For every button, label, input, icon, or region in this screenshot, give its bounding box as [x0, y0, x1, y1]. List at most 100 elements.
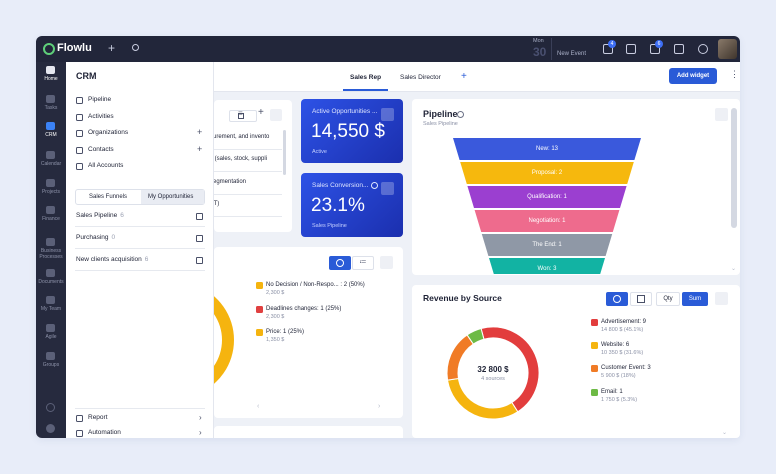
sidebar-icon[interactable] [46, 206, 55, 214]
drag-handle[interactable] [381, 108, 394, 121]
sidebar-label[interactable]: Tasks [44, 105, 58, 111]
sidebar-icon[interactable] [46, 66, 55, 74]
sidebar-icon[interactable] [46, 352, 55, 360]
kpi-title: Active Opportunities ... [312, 108, 378, 115]
search-icon[interactable] [132, 44, 139, 51]
pager: ‹ [257, 403, 260, 410]
widget-list [214, 100, 292, 232]
new-event-link[interactable]: New Event [557, 51, 587, 57]
add-item-button[interactable]: + [197, 144, 203, 154]
sidebar-label[interactable]: Business Processes [39, 248, 63, 260]
view-list[interactable]: ≡ [238, 109, 243, 118]
donut-total: 32 800 $ [477, 365, 509, 374]
list-row-text: AT) [214, 201, 220, 207]
widget-reasons [214, 247, 403, 418]
sidebar-icon[interactable] [46, 324, 55, 332]
sidebar-label[interactable]: Calendar [40, 161, 62, 167]
funnel-row[interactable]: New clients acquisition 6 [76, 256, 148, 264]
kpi-caption: Active [312, 149, 327, 155]
more-menu[interactable]: ⋮ [730, 69, 739, 79]
sidebar-label[interactable]: Finance [42, 216, 60, 222]
toggle-button[interactable]: ≔ [352, 256, 374, 270]
tab-label[interactable]: Sales Funnels [89, 194, 128, 200]
topbar-icon[interactable] [674, 44, 684, 54]
sidebar-icon[interactable] [46, 122, 55, 130]
legend-label: Website: 6 [601, 342, 630, 348]
add-widget-button[interactable]: Add widget [669, 68, 717, 84]
tab-label[interactable]: My Opportunities [148, 194, 194, 200]
add-tab-button[interactable]: + [461, 71, 467, 82]
reason-amount: 2,300 $ [266, 290, 285, 296]
kpi-card [301, 173, 403, 237]
funnel-stage [453, 138, 641, 160]
legend-amount: 10 350 $ (31.6%) [601, 350, 644, 356]
legend-amount: 1 750 $ (5.3%) [601, 397, 638, 403]
sidebar-icon[interactable] [46, 269, 55, 277]
sidebar-icon[interactable] [46, 424, 55, 433]
funnel-row[interactable]: Purchasing 0 [76, 234, 116, 242]
drag-handle[interactable] [381, 182, 394, 195]
crm-menu-item[interactable]: Activities [88, 113, 114, 120]
toggle-button[interactable]: Qty [656, 292, 680, 306]
topbar-icon[interactable] [698, 44, 708, 54]
drag-handle[interactable] [270, 109, 282, 121]
add-item-button[interactable]: + [197, 127, 203, 137]
menu-icon [76, 114, 83, 121]
funnel-row[interactable]: Sales Pipeline 6 [76, 212, 124, 220]
user-avatar[interactable] [718, 39, 737, 59]
funnel-stage-label: Proposal: 2 [531, 170, 563, 176]
separator [214, 194, 282, 195]
sidebar-icon[interactable] [46, 151, 55, 159]
sidebar-label[interactable]: Groups [42, 362, 60, 368]
add-button[interactable]: + [108, 41, 116, 55]
scrollbar [731, 108, 737, 228]
pager: › [378, 403, 381, 410]
reason-amount: 1,350 $ [266, 337, 285, 343]
funnel-stage-label: New: 13 [535, 146, 558, 152]
topbar-icon[interactable] [626, 44, 636, 54]
sidebar-label[interactable]: CRM [45, 132, 57, 138]
legend-label: Email: 1 [601, 389, 623, 395]
crm-menu-item[interactable]: All Accounts [88, 162, 124, 169]
sidebar-label[interactable]: Documents [38, 279, 64, 285]
sidebar-icon[interactable] [46, 238, 55, 246]
legend-amount: 5 900 $ (18%) [601, 373, 636, 379]
widget-title: Revenue by Source [423, 293, 502, 303]
add-row[interactable]: + [258, 107, 264, 118]
drag-handle[interactable] [715, 108, 728, 121]
sidebar-icon[interactable] [46, 296, 55, 304]
crm-menu-item[interactable]: Organizations [88, 129, 129, 136]
sidebar-label[interactable]: My Team [40, 306, 62, 312]
crm-menu-item[interactable]: Pipeline [88, 96, 112, 103]
funnel-count: 0 [111, 234, 116, 241]
menu-icon [76, 147, 83, 154]
sidebar-icon[interactable] [46, 403, 55, 412]
crm-footer-item[interactable]: Automation [88, 429, 121, 436]
reason-label: Deadlines changes: 1 (25%) [266, 306, 342, 312]
sidebar-icon[interactable] [46, 179, 55, 187]
widget-title: Pipeline [423, 109, 458, 119]
toggle-button[interactable] [630, 292, 652, 306]
crm-panel [66, 62, 214, 438]
sidebar-label[interactable]: Projects [41, 189, 61, 195]
widget-revenue [412, 285, 740, 438]
funnel-stage-label: Won: 3 [537, 266, 557, 272]
funnel-settings-icon[interactable] [196, 213, 203, 220]
dashboard-header [214, 62, 740, 92]
funnel-settings-icon[interactable] [196, 235, 203, 242]
sidebar-label[interactable]: Home [44, 76, 58, 82]
sidebar-label[interactable]: Agile [45, 334, 57, 340]
drag-handle[interactable] [715, 292, 728, 305]
drag-handle[interactable] [380, 256, 393, 269]
legend-label: Customer Event: 3 [601, 365, 651, 371]
topbar-badge: 6 [655, 40, 663, 48]
toggle-button[interactable]: Sum [682, 292, 708, 306]
sidebar-icon[interactable] [46, 95, 55, 103]
crm-menu-item[interactable]: Contacts [88, 146, 114, 153]
dashboard-tab[interactable]: Sales Director [400, 74, 441, 81]
scroll-arrow: ⌄ [731, 266, 737, 272]
dashboard-tab[interactable]: Sales Rep [350, 74, 382, 81]
funnel-settings-icon[interactable] [196, 257, 203, 264]
crm-footer-item[interactable]: Report [88, 414, 108, 421]
separator [75, 226, 205, 227]
